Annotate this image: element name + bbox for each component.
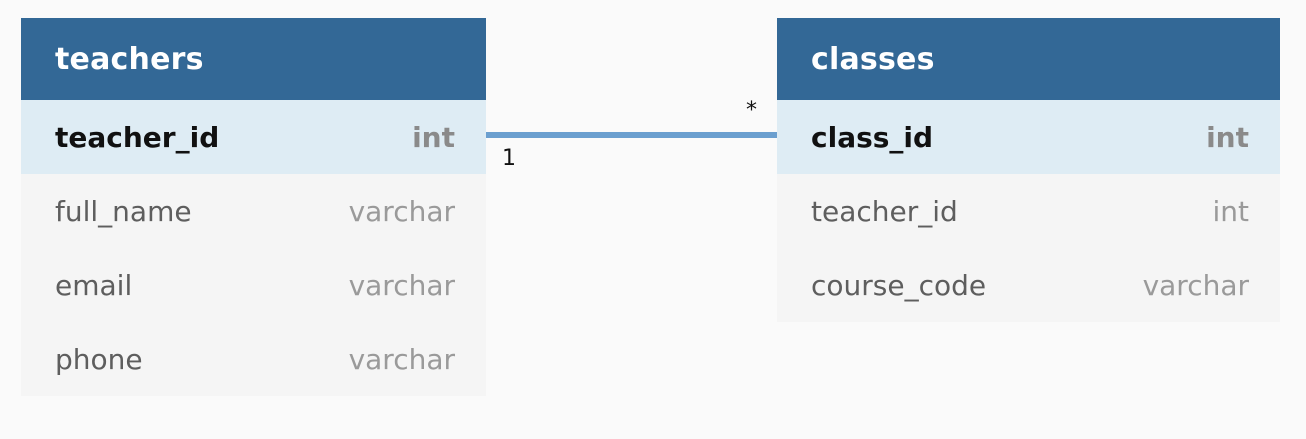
field-type: varchar (348, 342, 455, 376)
field-type: int (1206, 120, 1249, 154)
classes-table[interactable]: classes class_id int teacher_id int cour… (777, 18, 1280, 322)
field-name: email (55, 268, 133, 302)
field-row-phone[interactable]: phone varchar (21, 322, 486, 396)
field-row-teacher-id[interactable]: teacher_id int (21, 100, 486, 174)
field-row-class-id[interactable]: class_id int (777, 100, 1280, 174)
field-name: class_id (811, 120, 934, 154)
table-header[interactable]: teachers (21, 18, 486, 100)
field-name: phone (55, 342, 143, 376)
cardinality-one-label: 1 (502, 146, 516, 171)
cardinality-many-label: * (746, 98, 757, 123)
field-type: varchar (348, 268, 455, 302)
field-row-teacher-id[interactable]: teacher_id int (777, 174, 1280, 248)
table-title: classes (811, 41, 935, 77)
field-name: course_code (811, 268, 987, 302)
field-row-course-code[interactable]: course_code varchar (777, 248, 1280, 322)
field-name: teacher_id (811, 194, 958, 228)
field-type: varchar (1142, 268, 1249, 302)
field-type: int (412, 120, 455, 154)
teachers-table[interactable]: teachers teacher_id int full_name varcha… (21, 18, 486, 396)
field-name: full_name (55, 194, 192, 228)
field-name: teacher_id (55, 120, 220, 154)
field-type: int (1212, 194, 1249, 228)
field-row-email[interactable]: email varchar (21, 248, 486, 322)
field-type: varchar (348, 194, 455, 228)
table-header[interactable]: classes (777, 18, 1280, 100)
table-title: teachers (55, 41, 204, 77)
field-row-full-name[interactable]: full_name varchar (21, 174, 486, 248)
relation-line[interactable] (486, 132, 777, 138)
